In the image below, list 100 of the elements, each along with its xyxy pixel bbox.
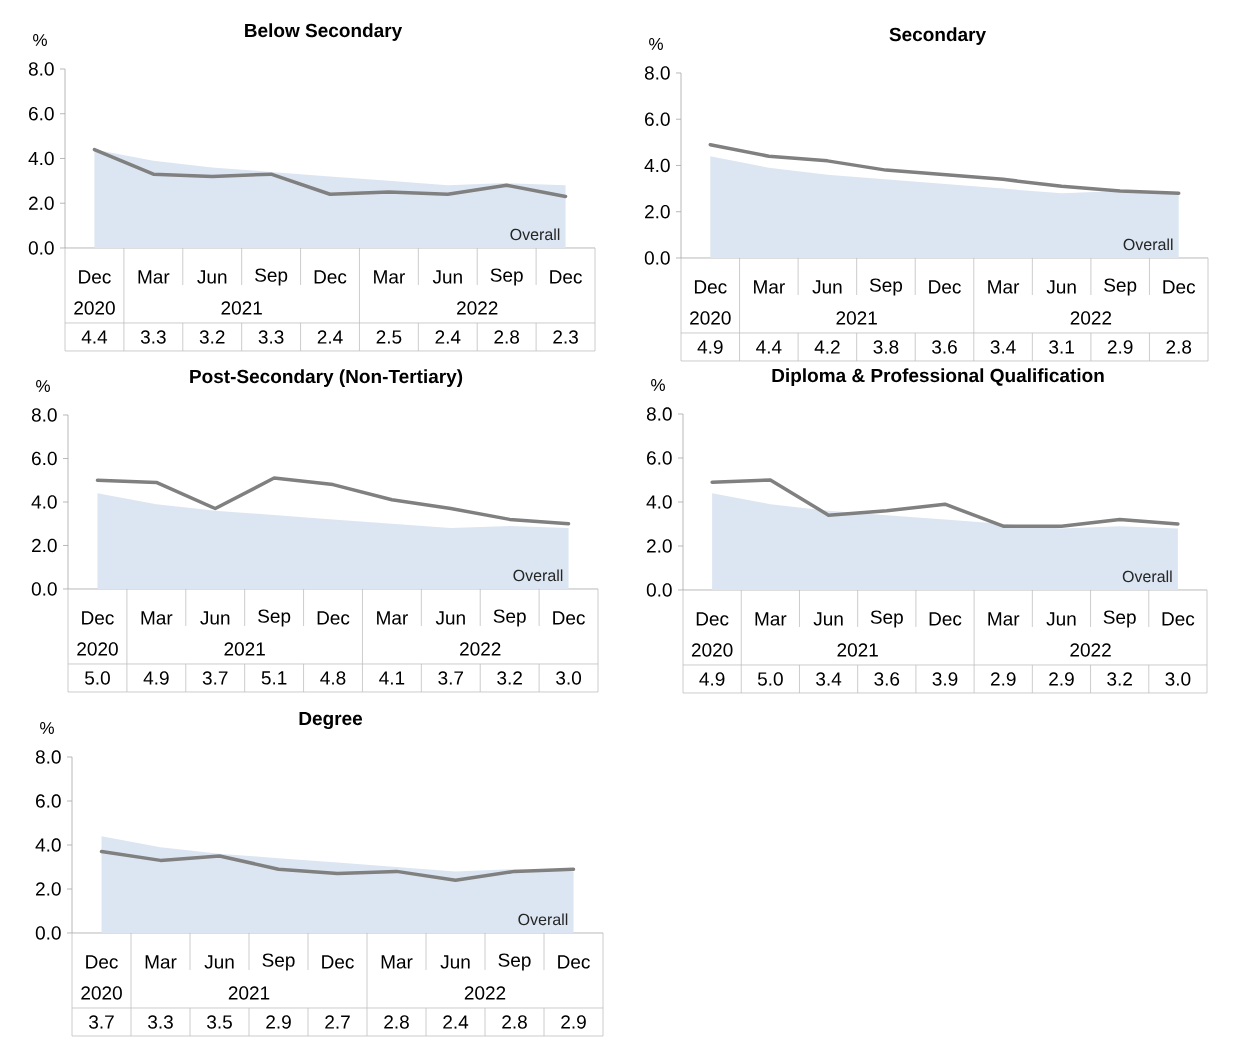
y-tick-label: 8.0: [35, 750, 61, 764]
data-label: 3.2: [497, 671, 522, 685]
y-tick-label: 8.0: [644, 66, 670, 80]
y-tick-label: 2.0: [32, 538, 57, 553]
data-label: 3.2: [1107, 672, 1132, 686]
line-series: [710, 478, 1180, 528]
data-label: 4.9: [699, 672, 725, 686]
series-label: Overall: [518, 913, 568, 926]
x-tick-label: Dec: [86, 955, 118, 969]
x-tick-label: Sep: [262, 953, 295, 971]
x-tick-label: Sep: [1103, 610, 1136, 628]
data-label: 2.5: [376, 330, 402, 344]
y-tick-label: 4.0: [28, 151, 54, 166]
x-tick-label: Dec: [82, 611, 114, 625]
x-tick-label: Dec: [79, 270, 111, 284]
data-label: 5.0: [757, 672, 783, 686]
data-label: 3.7: [89, 1015, 114, 1029]
y-tick-label: 8.0: [31, 408, 57, 422]
data-label: 2.9: [990, 672, 1016, 686]
series-label: Overall: [513, 569, 563, 582]
data-label: 4.4: [756, 340, 782, 354]
x-tick-label: Dec: [558, 955, 590, 969]
x-tick-label: Sep: [258, 609, 291, 627]
text: 2021: [224, 642, 265, 656]
line-series: [95, 476, 571, 526]
y-tick-label: 4.0: [31, 495, 57, 509]
text: 2022: [457, 301, 498, 315]
x-tick-label: Sep: [870, 610, 903, 628]
data-label: 4.1: [379, 671, 405, 685]
data-label: 2.8: [384, 1015, 409, 1029]
x-tick-label: Dec: [929, 280, 961, 294]
data-label: 4.4: [81, 330, 108, 344]
x-tick-label: Jun: [432, 270, 462, 284]
y-tick-label: 0.0: [644, 251, 670, 265]
data-label: 2.9: [1049, 672, 1074, 686]
chart-title: Secondary: [889, 27, 986, 45]
data-label: 2.7: [325, 1015, 350, 1029]
data-label: 3.4: [990, 340, 1016, 354]
x-tick-label: Jun: [440, 955, 470, 969]
data-label: 4.9: [143, 671, 169, 685]
y-tick-label: 0.0: [646, 583, 672, 597]
y-tick-label: 2.0: [645, 205, 670, 219]
text: 2022: [464, 986, 506, 1000]
data-label: 4.8: [320, 671, 346, 685]
text: 2021: [837, 643, 878, 657]
y-tick-label: 6.0: [36, 794, 61, 808]
series-label: Overall: [1123, 238, 1173, 251]
x-tick-label: Dec: [314, 270, 347, 284]
y-tick-label: 4.0: [646, 495, 672, 509]
data-label: 5.0: [85, 671, 110, 685]
x-tick-label: Dec: [694, 280, 727, 294]
y-tick-label: 0.0: [31, 582, 57, 596]
y-tick-label: 2.0: [36, 882, 61, 896]
x-tick-label: Mar: [755, 612, 787, 626]
data-label: 2.9: [1107, 340, 1133, 354]
series-label: Overall: [1122, 570, 1172, 583]
data-label: 2.3: [553, 330, 578, 344]
x-tick-label: Jun: [197, 270, 227, 284]
data-label: 2.4: [435, 330, 461, 344]
x-tick-label: Dec: [317, 611, 350, 625]
data-label: 5.1: [261, 671, 287, 685]
x-tick-label: Dec: [553, 611, 585, 625]
x-tick-label: Dec: [1163, 280, 1196, 294]
x-tick-label: Mar: [988, 280, 1020, 294]
data-label: 3.3: [258, 330, 284, 344]
x-tick-label: Dec: [1162, 612, 1195, 626]
text: 2022: [460, 642, 501, 656]
text: 2022: [1070, 311, 1112, 325]
y-tick-label: 4.0: [35, 838, 61, 852]
data-label: 2.9: [266, 1015, 291, 1029]
y-tick-label: 8.0: [28, 62, 54, 76]
x-tick-label: Mar: [138, 270, 170, 284]
data-label: 3.7: [202, 671, 228, 685]
line-series: [99, 849, 576, 882]
chart-title: Degree: [299, 711, 363, 730]
text: 2022: [1070, 643, 1111, 657]
chart-title: Below Secondary: [245, 23, 403, 41]
data-label: 3.7: [438, 671, 464, 685]
text: 2020: [74, 301, 115, 315]
x-tick-label: Jun: [1046, 612, 1076, 626]
x-tick-label: Jun: [812, 280, 842, 294]
y-axis-title: %: [651, 379, 665, 391]
x-tick-label: Dec: [322, 955, 354, 969]
data-label: 3.8: [873, 340, 899, 354]
text: 2021: [228, 986, 270, 1000]
x-tick-label: Mar: [141, 611, 173, 625]
data-label: 3.0: [1165, 672, 1191, 686]
x-tick-label: Sep: [493, 609, 526, 627]
y-tick-label: 2.0: [647, 539, 672, 553]
x-tick-label: Mar: [374, 270, 405, 284]
x-tick-label: Sep: [1104, 278, 1137, 296]
x-tick-label: Sep: [869, 278, 903, 296]
x-tick-label: Sep: [490, 268, 523, 286]
line-series: [92, 147, 568, 199]
x-tick-label: Sep: [498, 953, 531, 971]
data-label: 2.9: [561, 1015, 586, 1029]
data-label: 3.6: [874, 672, 900, 686]
x-tick-label: Dec: [929, 612, 962, 626]
x-tick-label: Mar: [988, 612, 1020, 626]
x-tick-label: Mar: [381, 955, 413, 969]
